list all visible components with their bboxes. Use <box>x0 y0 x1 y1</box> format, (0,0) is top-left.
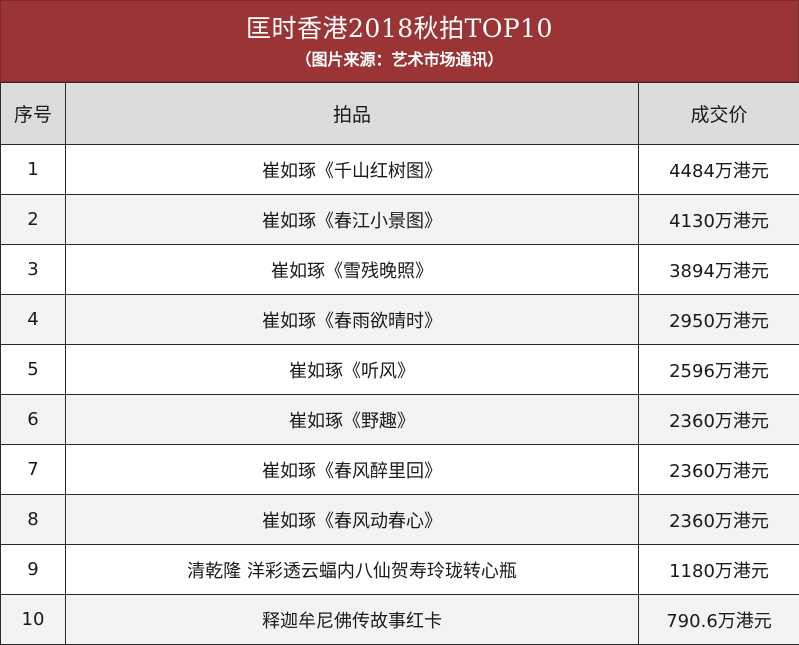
table-row: 6 崔如琢《野趣》 2360万港元 <box>1 395 799 445</box>
table-row: 2 崔如琢《春江小景图》 4130万港元 <box>1 195 799 245</box>
column-header-price: 成交价 <box>639 83 799 145</box>
row-price: 4484万港元 <box>639 145 799 195</box>
row-price: 2360万港元 <box>639 445 799 495</box>
table-row: 4 崔如琢《春雨欲晴时》 2950万港元 <box>1 295 799 345</box>
table-row: 10 释迦牟尼佛传故事红卡 790.6万港元 <box>1 595 799 645</box>
row-number: 5 <box>1 345 66 395</box>
table-row: 9 清乾隆 洋彩透云蝠内八仙贺寿玲珑转心瓶 1180万港元 <box>1 545 799 595</box>
row-price: 2360万港元 <box>639 395 799 445</box>
row-price: 790.6万港元 <box>639 595 799 645</box>
page-title: 匡时香港2018秋拍TOP10 <box>1 13 798 45</box>
column-header-item: 拍品 <box>66 83 639 145</box>
row-price: 2950万港元 <box>639 295 799 345</box>
results-table: 序号 拍品 成交价 1 崔如琢《千山红树图》 4484万港元 2 崔如琢《春江小… <box>0 82 799 645</box>
row-item: 清乾隆 洋彩透云蝠内八仙贺寿玲珑转心瓶 <box>66 545 639 595</box>
column-header-number: 序号 <box>1 83 66 145</box>
row-item: 崔如琢《春风动春心》 <box>66 495 639 545</box>
row-item: 崔如琢《春雨欲晴时》 <box>66 295 639 345</box>
table-row: 5 崔如琢《听风》 2596万港元 <box>1 345 799 395</box>
row-item: 释迦牟尼佛传故事红卡 <box>66 595 639 645</box>
row-number: 7 <box>1 445 66 495</box>
row-number: 1 <box>1 145 66 195</box>
row-price: 2360万港元 <box>639 495 799 545</box>
row-number: 8 <box>1 495 66 545</box>
row-item: 崔如琢《雪残晚照》 <box>66 245 639 295</box>
row-item: 崔如琢《野趣》 <box>66 395 639 445</box>
row-number: 2 <box>1 195 66 245</box>
table-row: 7 崔如琢《春风醉里回》 2360万港元 <box>1 445 799 495</box>
table-row: 8 崔如琢《春风动春心》 2360万港元 <box>1 495 799 545</box>
row-number: 10 <box>1 595 66 645</box>
row-price: 3894万港元 <box>639 245 799 295</box>
page-subtitle: （图片来源：艺术市场通讯） <box>1 49 798 71</box>
row-item: 崔如琢《春江小景图》 <box>66 195 639 245</box>
row-item: 崔如琢《春风醉里回》 <box>66 445 639 495</box>
row-price: 1180万港元 <box>639 545 799 595</box>
row-number: 4 <box>1 295 66 345</box>
header-banner: 匡时香港2018秋拍TOP10 （图片来源：艺术市场通讯） <box>0 0 799 82</box>
table-header-row: 序号 拍品 成交价 <box>1 83 799 145</box>
row-number: 6 <box>1 395 66 445</box>
row-price: 4130万港元 <box>639 195 799 245</box>
row-price: 2596万港元 <box>639 345 799 395</box>
row-item: 崔如琢《听风》 <box>66 345 639 395</box>
row-number: 3 <box>1 245 66 295</box>
table-row: 1 崔如琢《千山红树图》 4484万港元 <box>1 145 799 195</box>
table-row: 3 崔如琢《雪残晚照》 3894万港元 <box>1 245 799 295</box>
row-number: 9 <box>1 545 66 595</box>
row-item: 崔如琢《千山红树图》 <box>66 145 639 195</box>
